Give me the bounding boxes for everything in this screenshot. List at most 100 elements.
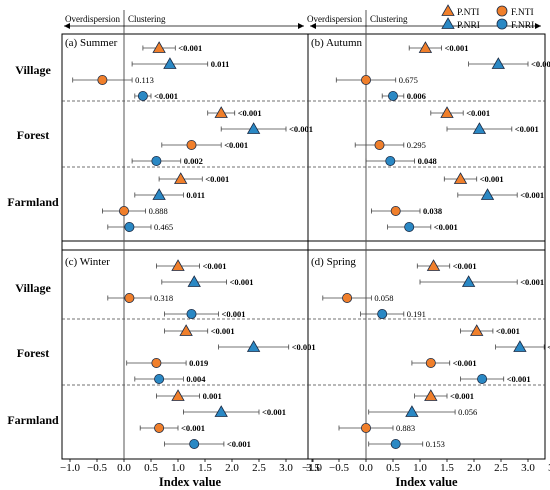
x-tick-label: 3.0 [521,462,535,474]
x-tick-label: 2.0 [467,462,481,474]
x-tick-label: 0.5 [386,462,400,474]
p-value-label: <0.001 [238,108,262,118]
arrow-right-icon [298,23,304,29]
point-f-nri [124,221,135,232]
p-value-label: <0.001 [450,391,474,401]
x-tick-label: 3.5 [306,462,320,474]
point-f-nri [477,373,488,384]
point-p-nri [491,57,505,69]
point-p-nti [418,41,433,53]
point-p-nti [179,324,193,336]
legend-label: P.NRI [457,21,480,31]
point-p-nti [174,172,188,184]
p-value-label: 0.113 [135,75,154,85]
header-clustering: Clustering [370,14,408,24]
p-value-label: 0.295 [407,140,426,150]
p-value-label: 0.058 [374,293,393,303]
x-tick-label: 2.5 [252,462,266,474]
p-value-label: <0.001 [434,222,458,232]
x-tick-label: 0.0 [359,462,373,474]
point-p-nri [480,188,495,200]
panel-dspring: (d) Spring <0.001 <0.001 0.058 0.191 <0.001 <0… [311,256,550,449]
panel-bautumn: (b) Autumn <0.001 <0.001 0.675 0.006 <0.001 <0… [311,37,550,232]
point-f-nti [425,357,436,368]
legend-item-p-nri: P.NRI [441,17,480,31]
x-tick-label: 3.0 [279,462,293,474]
p-value-label: <0.001 [466,108,490,118]
x-tick-label: 1.5 [440,462,454,474]
p-value-label: <0.001 [203,261,227,271]
x-tick-label: −0.5 [329,462,349,474]
p-value-label: <0.001 [224,140,248,150]
p-value-label: 0.465 [154,222,173,232]
group-label-forest: Forest [17,128,49,142]
p-value-label: <0.001 [289,124,313,134]
point-f-nti [360,422,371,433]
legend-label: P.NTI [457,8,479,18]
p-value-label: <0.001 [222,309,246,319]
point-f-nri [377,308,388,319]
panel-title: (a) Summer [65,37,118,49]
point-f-nti [186,139,197,150]
point-f-nti [119,205,130,216]
legend-item-p-nti: P.NTI [441,4,479,18]
point-p-nri [187,275,201,287]
p-value-label: <0.001 [205,174,229,184]
x-tick-label: −1.0 [302,462,322,474]
group-label-forest: Forest [17,346,49,360]
x-axis-label: Index value [395,475,458,489]
p-value-label: 0.006 [407,91,426,101]
group-label-village: Village [15,63,51,77]
point-f-nri [137,91,148,102]
point-f-nti [154,422,165,433]
point-p-nri [163,57,177,69]
x-tick-label: 1.0 [171,462,185,474]
point-p-nti [426,259,441,271]
circle-marker-icon [496,5,508,17]
panel-title: (d) Spring [311,256,356,268]
header-overdispersion: Overdispersion [307,14,362,24]
p-value-label: 0.001 [203,391,222,401]
point-f-nri [387,91,398,102]
point-p-nri [513,340,527,352]
p-value-label: <0.001 [154,91,178,101]
point-f-nti [124,292,135,303]
p-value-label: <0.001 [507,374,531,384]
p-value-label: <0.001 [531,59,550,69]
p-value-label: 0.888 [149,206,168,216]
point-f-nti [374,139,385,150]
point-p-nri [246,340,261,352]
x-tick-label: −1.0 [60,462,80,474]
point-f-nri [404,221,415,232]
panel-title: (b) Autumn [311,37,363,49]
triangle-marker-icon [441,4,455,16]
panel-title: (c) Winter [65,256,110,268]
legend-label: F.NTI [511,8,534,18]
point-f-nri [385,155,396,166]
x-tick-label: 0.0 [117,462,131,474]
p-value-label: <0.001 [547,342,550,352]
legend: P.NTI F.NTI P.NRI F.NRI [441,4,534,31]
p-value-label: <0.001 [520,277,544,287]
point-f-nri [189,438,200,449]
triangle-marker-icon [441,17,455,29]
point-p-nti [440,106,454,118]
point-p-nri [214,405,228,417]
point-p-nti [453,172,468,184]
x-tick-label: 2.5 [494,462,508,474]
point-p-nri [461,275,476,287]
group-label-farmland: Farmland [7,413,59,427]
plot-border [61,33,546,460]
p-value-label: <0.001 [445,43,469,53]
p-value-label: <0.001 [496,326,520,336]
p-value-label: <0.001 [230,277,254,287]
x-tick-label: 1.5 [198,462,212,474]
point-p-nri [246,122,261,134]
group-label-farmland: Farmland [7,195,59,209]
p-value-label: 0.038 [423,206,442,216]
x-tick-label: 0.5 [144,462,158,474]
point-p-nri [472,122,487,134]
point-p-nti [171,259,185,271]
p-value-label: 0.004 [186,374,206,384]
p-value-label: 0.191 [407,309,426,319]
